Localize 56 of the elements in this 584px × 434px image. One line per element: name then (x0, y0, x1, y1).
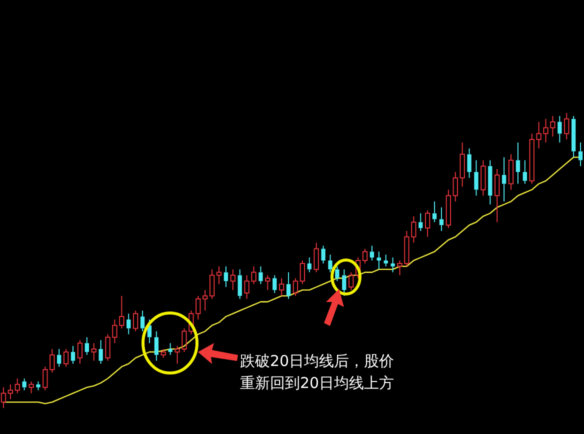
candlestick (418, 212, 423, 232)
candlestick (84, 336, 89, 356)
candlestick (278, 278, 284, 296)
candlestick (432, 201, 437, 223)
candlestick (36, 380, 40, 391)
candlestick (258, 266, 263, 285)
candlestick (286, 272, 291, 300)
candlestick (0, 386, 6, 408)
candlestick (335, 266, 340, 282)
candlestick (439, 206, 444, 232)
candlestick (14, 378, 20, 394)
candlestick (154, 330, 159, 362)
candlestick (342, 268, 346, 296)
candlestick (209, 268, 215, 300)
candlestick (578, 142, 583, 167)
candlestick (522, 160, 527, 184)
annotation: 重新回到20日均线上方 (240, 374, 394, 393)
candlestick (516, 142, 520, 184)
candlestick (98, 340, 103, 364)
candlestick (480, 160, 486, 196)
candlestick (8, 384, 14, 400)
candlestick (77, 340, 83, 364)
candlestick (238, 268, 242, 300)
candlestick (328, 254, 332, 273)
candlestick (564, 112, 570, 140)
candlestick (307, 257, 312, 273)
candlestick (558, 115, 562, 143)
candlestick (474, 160, 478, 196)
candlestick (502, 156, 506, 202)
candlestick (91, 342, 96, 362)
candlestick (22, 378, 26, 391)
candlestick (467, 148, 472, 178)
candlestick (376, 251, 381, 270)
candlestick (126, 313, 131, 335)
candlestick (140, 310, 145, 332)
candlestick (390, 257, 395, 273)
candlestick (370, 245, 374, 261)
candlestick (216, 266, 222, 285)
candlestick (70, 346, 76, 364)
candlestick (508, 154, 514, 190)
candlestick (446, 189, 452, 229)
candlestick (494, 168, 500, 223)
candlestick (321, 245, 326, 264)
candlestick (224, 266, 228, 288)
candlestick (272, 274, 277, 294)
candlestick (265, 274, 270, 290)
candlestick (230, 268, 236, 290)
candlestick (168, 342, 172, 356)
candlestick (28, 380, 34, 394)
candlestick (57, 348, 62, 368)
candlestick (424, 210, 430, 238)
annotation: 跌破20日均线后，股价 (240, 352, 394, 371)
candlestick (488, 160, 492, 205)
candlestick (202, 290, 208, 312)
candlestick (384, 254, 388, 267)
candlestick (571, 115, 576, 158)
